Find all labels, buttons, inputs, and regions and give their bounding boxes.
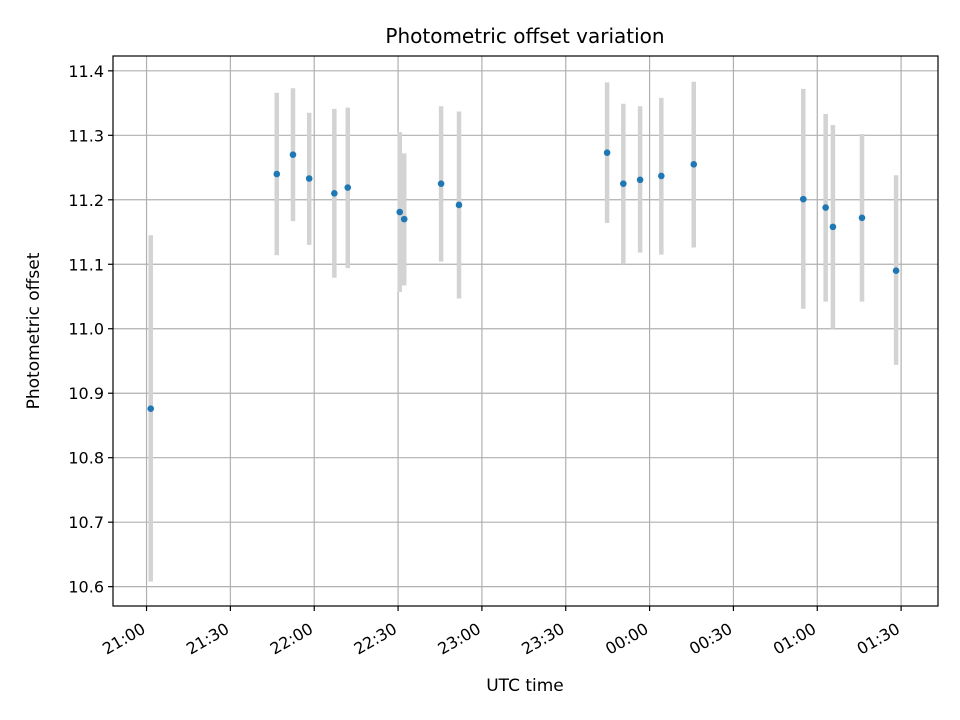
data-point: [331, 190, 338, 197]
data-point: [620, 180, 627, 187]
data-point: [822, 204, 829, 211]
data-point: [690, 161, 698, 168]
y-tick-label: 11.0: [68, 320, 104, 339]
x-axis-label: UTC time: [486, 676, 564, 696]
data-point: [305, 175, 313, 182]
data-point: [636, 176, 644, 184]
data-point: [400, 215, 408, 223]
data-point: [396, 208, 404, 216]
data-point: [289, 151, 297, 158]
y-tick-label: 11.4: [68, 62, 104, 81]
data-point: [829, 223, 837, 231]
y-axis-ticks: 10.6 10.7 10.8 10.9 11.0 11.1 11.2 11.3 11.4: [68, 62, 113, 597]
data-point: [658, 172, 665, 180]
data-point: [344, 184, 352, 191]
y-tick-label: 11.3: [68, 126, 104, 145]
y-tick-label: 10.7: [68, 513, 104, 532]
data-point: [799, 195, 807, 203]
data-point: [147, 405, 155, 412]
data-point: [603, 149, 611, 157]
y-tick-label: 11.2: [68, 191, 104, 210]
data-point: [273, 170, 281, 178]
y-tick-label: 10.9: [68, 384, 104, 403]
data-point: [858, 214, 866, 222]
grid: [113, 56, 938, 606]
chart-title: Photometric offset variation: [385, 24, 664, 48]
y-tick-label: 10.8: [68, 449, 104, 468]
data-point: [892, 267, 900, 275]
plot-frame: [112, 55, 939, 607]
y-axis-label: Photometric offset: [24, 252, 44, 409]
y-tick-label: 11.1: [68, 255, 104, 274]
y-tick-label: 10.6: [68, 578, 104, 597]
data-points: [147, 149, 900, 412]
data-point: [437, 180, 445, 187]
data-point: [455, 201, 463, 209]
